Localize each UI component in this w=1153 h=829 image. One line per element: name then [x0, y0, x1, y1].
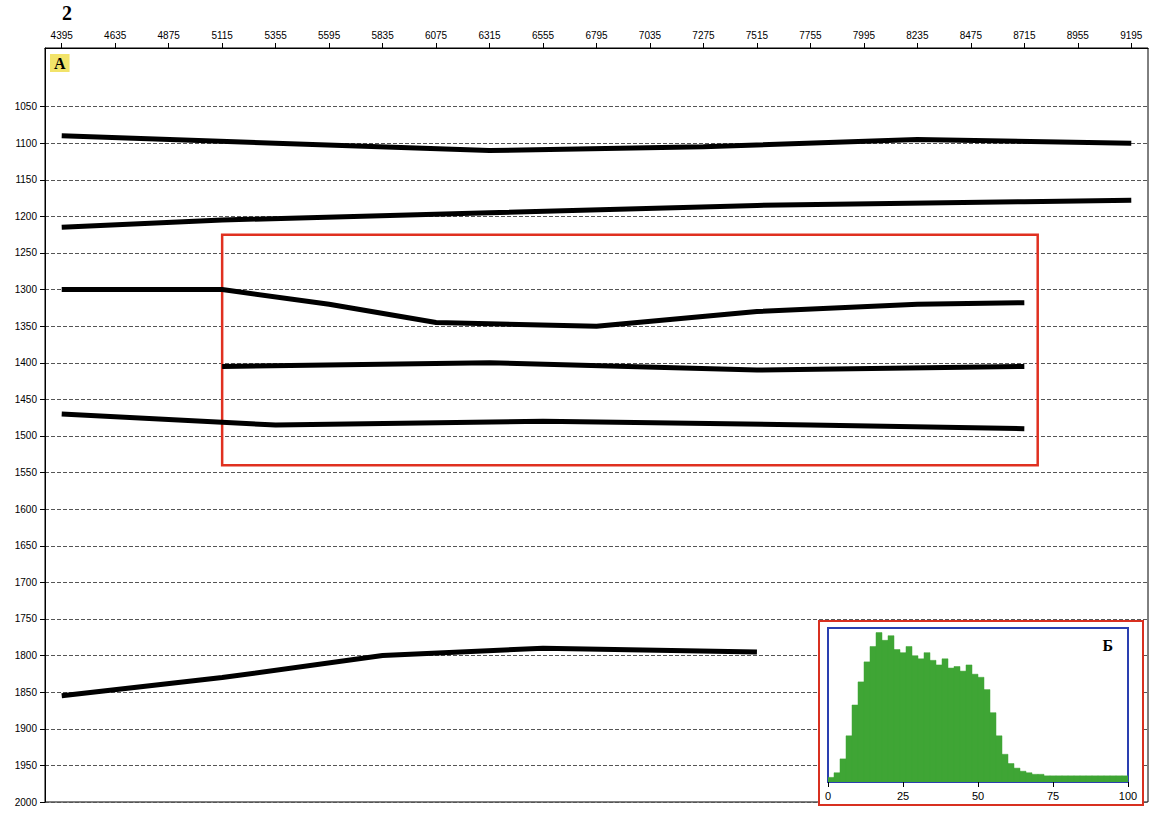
svg-text:1550: 1550: [15, 467, 38, 478]
svg-text:7275: 7275: [692, 30, 715, 41]
svg-text:6555: 6555: [532, 30, 555, 41]
svg-text:1950: 1950: [15, 760, 38, 771]
svg-text:1200: 1200: [15, 211, 38, 222]
svg-text:5355: 5355: [265, 30, 288, 41]
svg-text:1850: 1850: [15, 687, 38, 698]
svg-text:5835: 5835: [371, 30, 394, 41]
svg-text:50: 50: [972, 790, 984, 802]
svg-text:6075: 6075: [425, 30, 448, 41]
svg-text:1350: 1350: [15, 321, 38, 332]
svg-text:1050: 1050: [15, 101, 38, 112]
svg-text:A: A: [54, 55, 66, 72]
svg-text:0: 0: [825, 790, 831, 802]
svg-text:4635: 4635: [104, 30, 127, 41]
svg-text:2000: 2000: [15, 797, 38, 808]
svg-text:1450: 1450: [15, 394, 38, 405]
svg-text:4395: 4395: [51, 30, 74, 41]
svg-text:6315: 6315: [478, 30, 501, 41]
svg-text:7035: 7035: [639, 30, 662, 41]
svg-text:9195: 9195: [1120, 30, 1143, 41]
svg-text:Б: Б: [1102, 637, 1113, 654]
svg-text:4875: 4875: [158, 30, 181, 41]
svg-text:8235: 8235: [906, 30, 929, 41]
svg-text:1650: 1650: [15, 540, 38, 551]
svg-text:1150: 1150: [15, 174, 37, 185]
svg-text:6795: 6795: [585, 30, 608, 41]
svg-text:75: 75: [1047, 790, 1059, 802]
svg-text:1600: 1600: [15, 504, 38, 515]
html-text:2: 2: [62, 2, 72, 24]
svg-text:8955: 8955: [1067, 30, 1090, 41]
svg-text:1250: 1250: [15, 247, 38, 258]
svg-text:7515: 7515: [746, 30, 769, 41]
svg-text:1400: 1400: [15, 357, 38, 368]
svg-text:100: 100: [1119, 790, 1137, 802]
svg-text:1700: 1700: [15, 577, 38, 588]
svg-text:7995: 7995: [853, 30, 876, 41]
svg-text:5595: 5595: [318, 30, 341, 41]
svg-text:1750: 1750: [15, 613, 38, 624]
svg-text:1900: 1900: [15, 723, 38, 734]
svg-text:8715: 8715: [1013, 30, 1036, 41]
svg-text:5115: 5115: [211, 30, 233, 41]
svg-text:25: 25: [897, 790, 909, 802]
svg-text:1800: 1800: [15, 650, 38, 661]
svg-text:1500: 1500: [15, 430, 38, 441]
svg-text:1300: 1300: [15, 284, 38, 295]
svg-text:7755: 7755: [799, 30, 822, 41]
svg-text:1100: 1100: [15, 138, 37, 149]
svg-text:8475: 8475: [960, 30, 983, 41]
